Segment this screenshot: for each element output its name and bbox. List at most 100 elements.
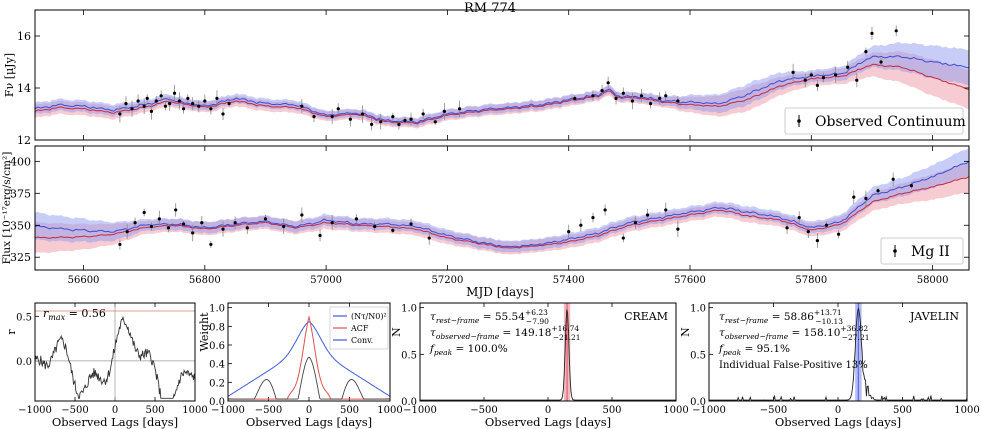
mgii-data-point xyxy=(603,208,607,212)
weights-ytick-label: 0.8 xyxy=(209,322,225,333)
continuum-data-point xyxy=(191,102,195,106)
mgii-xtick-label: 57600 xyxy=(674,275,706,286)
cream-tau-rest-tau: τ xyxy=(430,311,436,323)
javelin-fpeak: fpeak = 95.1% xyxy=(718,343,790,357)
mgii-data-point xyxy=(621,236,625,240)
cream-xtick-label: −1000 xyxy=(403,405,437,416)
iccf-annotation-val: = 0.56 xyxy=(65,307,106,320)
mgii-data-point xyxy=(300,213,304,217)
cream-xtick-label: −500 xyxy=(470,405,497,416)
javelin-tau-rest-value: = 58.86 xyxy=(768,311,814,323)
javelin-xlabel: Observed Lags [days] xyxy=(775,415,901,429)
mgii-legend-label: Mg II xyxy=(911,244,950,260)
mgii-data-point xyxy=(824,223,829,227)
javelin-tau-rest-up: +13.71 xyxy=(814,308,842,317)
mgii-data-point xyxy=(149,224,154,229)
iccf-xlabel: Observed Lags [days] xyxy=(52,415,178,429)
weight-legend-label: ACF xyxy=(350,324,369,333)
cream-xlabel: Observed Lags [days] xyxy=(485,415,611,429)
javelin-xtick-label: −500 xyxy=(760,405,787,416)
mgii-data-point xyxy=(633,221,638,225)
continuum-data-point xyxy=(142,104,146,108)
mgii-data-point xyxy=(891,177,895,181)
cream-tau-obs-sub: observed−frame xyxy=(436,332,500,341)
mgii-data-point xyxy=(166,226,171,230)
continuum-data-point xyxy=(360,112,365,116)
cream-fpeak: fpeak = 100.0% xyxy=(429,343,508,357)
continuum-data-point xyxy=(433,120,437,124)
cream-fpeak-f: f xyxy=(429,343,436,355)
weights-ylabel: Weight xyxy=(198,312,211,352)
continuum-legend-box xyxy=(784,107,964,135)
weights-ytick-label: 0.0 xyxy=(209,397,225,408)
javelin-ylabel: N xyxy=(679,327,692,337)
continuum-data-point xyxy=(630,99,634,103)
continuum-legend-dot xyxy=(797,119,801,123)
cream-tau-rest-sub: rest−frame xyxy=(436,316,480,325)
continuum-data-point xyxy=(149,109,154,113)
continuum-data-point xyxy=(118,112,122,116)
cream-tau-obs: τobserved−frame = 149.18+16.74 −21.21 xyxy=(430,324,581,342)
continuum-data-point xyxy=(648,102,653,106)
mgii-data-point xyxy=(409,222,413,226)
weights-ytick-label: 0.6 xyxy=(209,341,225,352)
mgii-plot xyxy=(35,147,969,255)
javelin-xtick-label: −1000 xyxy=(692,405,726,416)
mgii-red-model xyxy=(35,175,969,249)
weights-frame xyxy=(227,302,391,402)
mgii-data-point xyxy=(645,213,650,217)
mgii-ytick-label: 350 xyxy=(10,219,31,232)
weights-panel: −1000 −500 0 500 1000 0.0 0.2 0.4 0.6 0.8 1.0 Obser… xyxy=(198,303,403,429)
mgii-ylabel: Flux [10⁻¹⁷erg/s/cm²] xyxy=(1,152,13,265)
mgii-data-point xyxy=(157,217,161,221)
continuum-data-point xyxy=(163,104,167,108)
continuum-data-point xyxy=(864,50,868,54)
continuum-data-point xyxy=(894,29,898,33)
mgii-data-point xyxy=(797,215,801,220)
continuum-blue-model xyxy=(35,55,969,124)
continuum-data-point xyxy=(336,107,340,111)
continuum-data-point xyxy=(348,117,352,121)
mgii-legend-box xyxy=(880,237,964,265)
continuum-data-point xyxy=(136,99,140,103)
continuum-data-point xyxy=(591,94,595,98)
mgii-panel: 325 350 375 400 56600 56800 57000 57200 57400 576… xyxy=(1,146,969,286)
cream-tau-obs-up: +16.74 xyxy=(551,324,579,333)
cream-ytick-label: 0.0 xyxy=(401,397,417,408)
continuum-data-point xyxy=(186,96,190,100)
mgii-data-point xyxy=(174,208,178,212)
continuum-ylabel: Fν [μJy] xyxy=(3,53,16,97)
mgii-data-point xyxy=(579,223,583,227)
mgii-data-point xyxy=(191,231,195,235)
mgii-data-point xyxy=(785,226,789,230)
mjd-xlabel: MJD [days] xyxy=(466,285,534,299)
javelin-tau-rest-down: −10.13 xyxy=(815,317,843,326)
mgii-xtick-label: 57200 xyxy=(432,275,464,286)
mgii-data-point xyxy=(909,184,913,188)
mgii-data-point xyxy=(567,230,571,234)
continuum-ytick-label: 14 xyxy=(17,82,31,95)
javelin-xtick-label: 1000 xyxy=(954,405,979,416)
mgii-data-point xyxy=(233,221,237,225)
continuum-data-point xyxy=(227,102,231,106)
mgii-data-point xyxy=(664,208,668,212)
continuum-data-point xyxy=(664,94,668,98)
weights-xlabel: Observed Lags [days] xyxy=(246,415,372,429)
mgii-data-point xyxy=(125,230,129,234)
continuum-data-point xyxy=(379,120,383,124)
continuum-ytick-label: 12 xyxy=(17,134,31,147)
mgii-data-point xyxy=(815,238,819,243)
continuum-data-point xyxy=(124,102,128,106)
mgii-data-point xyxy=(837,232,841,236)
continuum-data-point xyxy=(573,96,577,100)
mgii-data-point xyxy=(318,233,322,238)
continuum-data-point xyxy=(300,104,304,108)
weights-xtick-label: 0 xyxy=(306,405,312,416)
continuum-data-point xyxy=(168,102,172,106)
mgii-ytick-label: 375 xyxy=(10,187,31,200)
javelin-panel: −1000 −500 0 500 1000 0.0 0.5 1.0 Observed Lags … xyxy=(679,303,980,429)
javelin-tau-rest-tau: τ xyxy=(719,311,725,323)
continuum-data-point xyxy=(403,118,407,123)
continuum-data-point xyxy=(846,65,850,69)
iccf-curve xyxy=(34,315,196,399)
